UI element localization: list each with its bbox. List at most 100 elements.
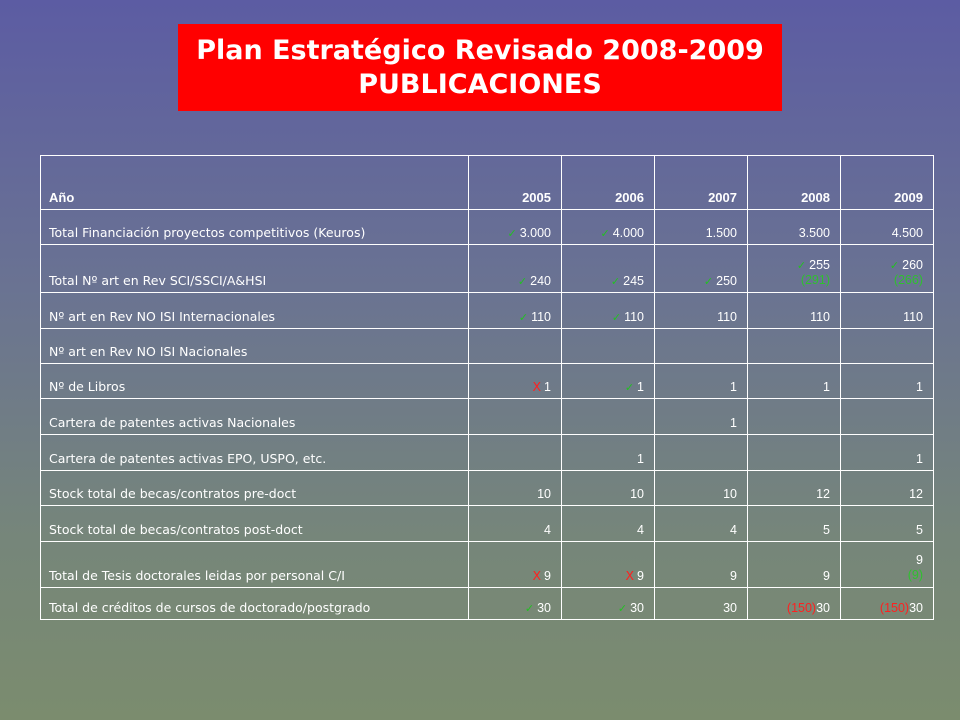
table-row: Total de Tesis doctorales leidas por per… xyxy=(40,541,934,588)
header-year-2006: 2006 xyxy=(561,155,655,210)
table-cell: ✓ 260 (266) xyxy=(840,244,934,293)
table-cell: 3.500 xyxy=(747,209,841,245)
row-label: Nº de Libros xyxy=(40,363,469,399)
header-year-2005: 2005 xyxy=(468,155,562,210)
check-icon: ✓ xyxy=(796,259,807,272)
table-row: Total de créditos de cursos de doctorado… xyxy=(40,587,934,620)
table-cell: 1 xyxy=(561,434,655,471)
row-label: Cartera de patentes activas Nacionales xyxy=(40,398,469,435)
table-cell: 9 (9) xyxy=(840,541,934,588)
table-cell: 1 xyxy=(654,363,748,399)
table-cell: ✓ 3.000 xyxy=(468,209,562,245)
row-label: Total de créditos de cursos de doctorado… xyxy=(40,587,469,620)
table-cell: ✓ 250 xyxy=(654,244,748,293)
table-cell: 4.500 xyxy=(840,209,934,245)
table-cell: 10 xyxy=(561,470,655,506)
table-cell xyxy=(561,328,655,364)
table-cell: 5 xyxy=(747,505,841,542)
check-icon: ✓ xyxy=(624,381,635,394)
table-cell: 1 xyxy=(840,434,934,471)
table-cell: 1 xyxy=(840,363,934,399)
table-cell: 4 xyxy=(561,505,655,542)
table-cell: 9 xyxy=(747,541,841,588)
revised-prefix: (150) xyxy=(879,601,910,615)
revised-prefix: (150) xyxy=(786,601,817,615)
table-cell xyxy=(468,398,562,435)
table-row: Stock total de becas/contratos pre-doct … xyxy=(40,470,934,506)
table-cell: 1.500 xyxy=(654,209,748,245)
check-icon: ✓ xyxy=(889,259,900,272)
publications-table: Año 2005 2006 2007 2008 2009 Total Finan… xyxy=(40,155,934,620)
table-cell xyxy=(654,328,748,364)
table-cell xyxy=(561,398,655,435)
table-row: Total Nº art en Rev SCI/SSCI/A&HSI ✓ 240 … xyxy=(40,244,934,293)
header-year-2008: 2008 xyxy=(747,155,841,210)
title-banner: Plan Estratégico Revisado 2008-2009 PUBL… xyxy=(178,24,782,111)
check-icon: ✓ xyxy=(524,602,535,615)
table-cell xyxy=(747,398,841,435)
check-icon: ✓ xyxy=(517,275,528,288)
revised-value-note: (9) xyxy=(907,568,923,582)
revised-value-note: (291) xyxy=(800,273,830,287)
table-cell xyxy=(468,328,562,364)
table-cell: (150)30 xyxy=(840,587,934,620)
table-row: Nº art en Rev NO ISI Internacionales ✓ 11… xyxy=(40,292,934,329)
table-cell: 4 xyxy=(654,505,748,542)
title-line-1: Plan Estratégico Revisado 2008-2009 xyxy=(196,34,764,66)
table-row: Nº art en Rev NO ISI Nacionales xyxy=(40,328,934,364)
table-cell: 12 xyxy=(747,470,841,506)
row-label: Cartera de patentes activas EPO, USPO, e… xyxy=(40,434,469,471)
table-cell: 1 xyxy=(654,398,748,435)
check-icon: ✓ xyxy=(617,602,628,615)
header-year-2009: 2009 xyxy=(840,155,934,210)
table-header-row: Año 2005 2006 2007 2008 2009 xyxy=(40,155,934,210)
table-cell: ✓ 1 xyxy=(561,363,655,399)
table-cell xyxy=(840,398,934,435)
table-cell: 30 xyxy=(654,587,748,620)
row-label: Total Financiación proyectos competitivo… xyxy=(40,209,469,245)
row-label: Stock total de becas/contratos post-doct xyxy=(40,505,469,542)
table-cell: 10 xyxy=(654,470,748,506)
table-cell: ✓ 255 (291) xyxy=(747,244,841,293)
table-cell: 12 xyxy=(840,470,934,506)
table-cell xyxy=(654,434,748,471)
cross-icon: X xyxy=(532,568,542,583)
table-cell: 4 xyxy=(468,505,562,542)
table-cell: ✓ 30 xyxy=(561,587,655,620)
row-label: Total Nº art en Rev SCI/SSCI/A&HSI xyxy=(40,244,469,293)
table-cell: ✓ 240 xyxy=(468,244,562,293)
table-cell: 9 xyxy=(654,541,748,588)
check-icon: ✓ xyxy=(610,275,621,288)
check-icon: ✓ xyxy=(518,311,529,324)
table-cell: ✓ 30 xyxy=(468,587,562,620)
table-row: Stock total de becas/contratos post-doct… xyxy=(40,505,934,542)
table-cell: ✓ 4.000 xyxy=(561,209,655,245)
table-cell: 1 xyxy=(747,363,841,399)
cross-icon: X xyxy=(625,568,635,583)
row-label: Stock total de becas/contratos pre-doct xyxy=(40,470,469,506)
table-cell xyxy=(840,328,934,364)
table-cell: 110 xyxy=(747,292,841,329)
header-year-label: Año xyxy=(40,155,469,210)
table-row: Total Financiación proyectos competitivo… xyxy=(40,209,934,245)
table-cell: ✓ 110 xyxy=(561,292,655,329)
table-cell: 5 xyxy=(840,505,934,542)
table-cell: (150)30 xyxy=(747,587,841,620)
row-label: Total de Tesis doctorales leidas por per… xyxy=(40,541,469,588)
table-cell: 110 xyxy=(840,292,934,329)
table-cell xyxy=(747,434,841,471)
row-label: Nº art en Rev NO ISI Nacionales xyxy=(40,328,469,364)
header-year-2007: 2007 xyxy=(654,155,748,210)
revised-value-note: (266) xyxy=(893,273,923,287)
table-cell: ✓ 245 xyxy=(561,244,655,293)
table-cell xyxy=(747,328,841,364)
table-cell xyxy=(468,434,562,471)
check-icon: ✓ xyxy=(600,227,610,240)
table-cell: ✓ 110 xyxy=(468,292,562,329)
table-row: Cartera de patentes activas Nacionales 1 xyxy=(40,398,934,435)
row-label: Nº art en Rev NO ISI Internacionales xyxy=(40,292,469,329)
